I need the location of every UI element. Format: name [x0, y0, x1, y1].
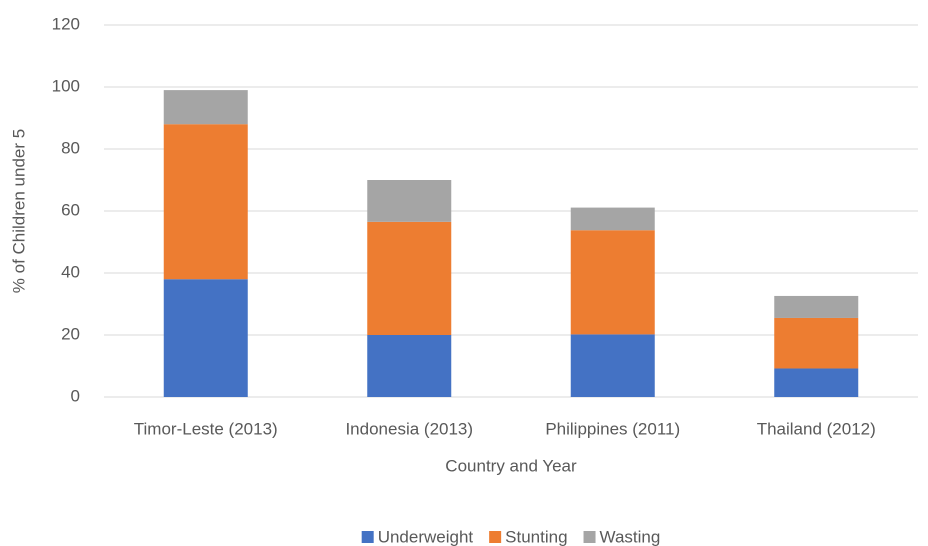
- x-axis-title: Country and Year: [445, 456, 577, 475]
- bar-segment: [163, 124, 248, 280]
- bar-segment: [163, 279, 248, 397]
- bar-segment: [774, 368, 859, 397]
- y-tick-label: 40: [61, 262, 80, 281]
- x-tick-label: Thailand (2012): [757, 419, 876, 438]
- legend-label: Stunting: [505, 527, 567, 546]
- y-axis-title: % of Children under 5: [9, 129, 28, 293]
- bar-segment: [367, 180, 452, 222]
- bar-segment: [367, 335, 452, 397]
- y-tick-label: 20: [61, 324, 80, 343]
- legend-swatch: [583, 531, 596, 543]
- legend-label: Underweight: [378, 527, 474, 546]
- bar-segment: [570, 207, 655, 231]
- legend-swatch: [489, 531, 502, 543]
- bar-segment: [774, 317, 859, 369]
- legend-label: Wasting: [600, 527, 661, 546]
- x-tick-label: Timor-Leste (2013): [134, 419, 278, 438]
- x-tick-label: Philippines (2011): [545, 419, 680, 438]
- bar-segment: [367, 221, 452, 335]
- y-tick-label: 120: [52, 14, 80, 33]
- y-tick-label: 100: [52, 76, 80, 95]
- bar-segment: [570, 334, 655, 397]
- y-tick-label: 60: [61, 200, 80, 219]
- bar-segment: [163, 90, 248, 125]
- y-tick-label: 80: [61, 138, 80, 157]
- y-tick-label: 0: [71, 386, 80, 405]
- x-tick-label: Indonesia (2013): [345, 419, 473, 438]
- bar-segment: [774, 295, 859, 318]
- bar-segment: [570, 230, 655, 335]
- legend-swatch: [361, 531, 374, 543]
